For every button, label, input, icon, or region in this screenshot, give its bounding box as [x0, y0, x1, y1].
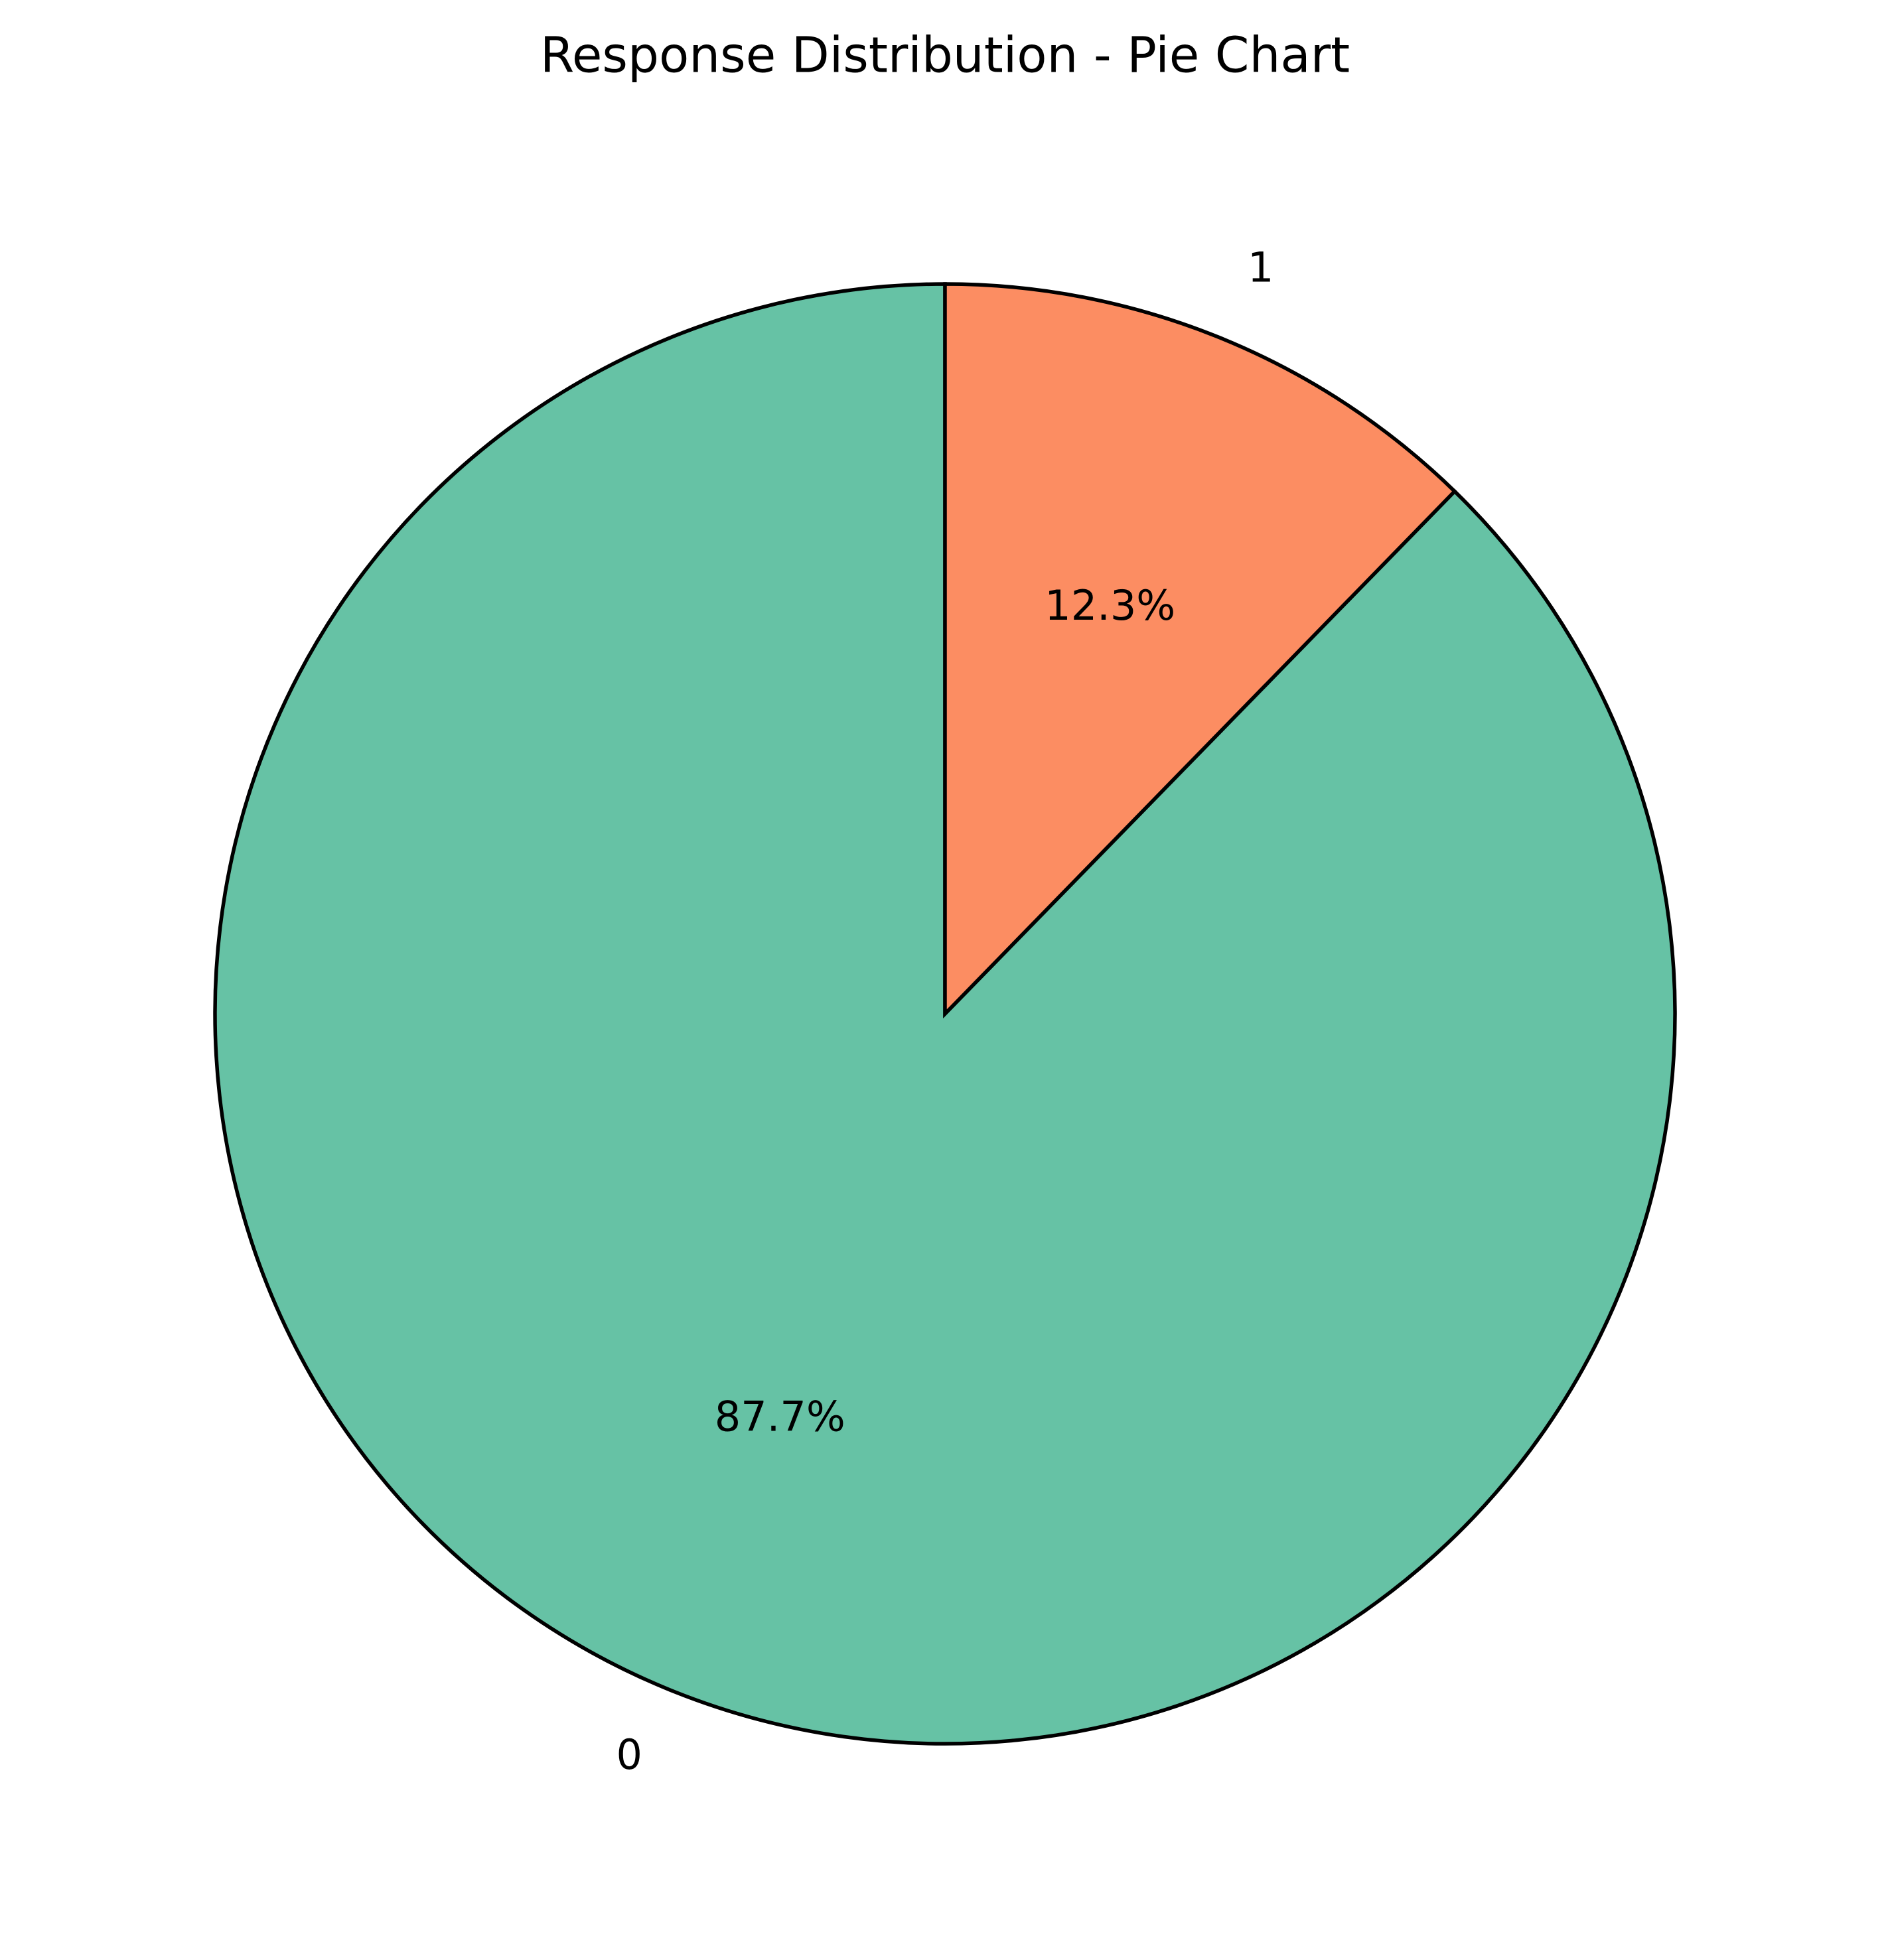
pie-slices — [213, 282, 1677, 1746]
chart-title: Response Distribution - Pie Chart — [540, 27, 1350, 84]
slice-label-0: 0 — [617, 1730, 642, 1779]
percent-label-1: 12.3% — [1045, 581, 1175, 630]
pie-slice-1 — [943, 282, 1457, 1018]
pie-labels: 0 87.7% 1 12.3% — [617, 243, 1274, 1779]
percent-label-0: 87.7% — [715, 1392, 845, 1440]
slice-label-1: 1 — [1248, 243, 1273, 291]
